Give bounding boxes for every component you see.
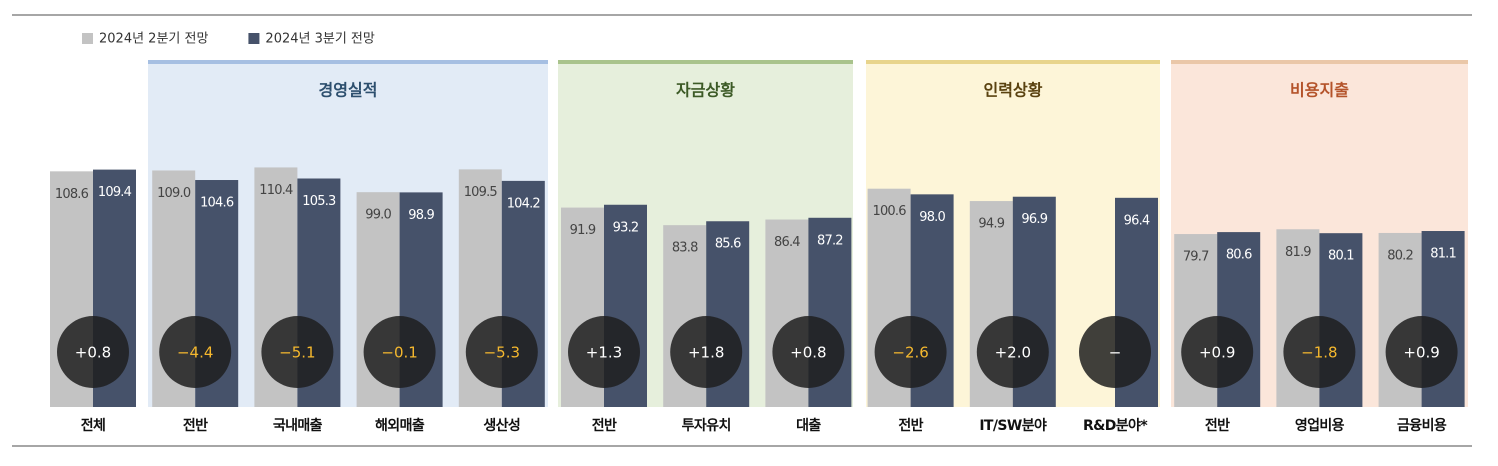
change-badge: [1385, 316, 1458, 388]
legend-swatch: [82, 33, 93, 44]
value-label: 96.9: [1021, 212, 1047, 227]
x-tick-label: 국내매출: [273, 417, 323, 434]
change-label: +0.8: [790, 344, 826, 362]
x-tick-label: 영업비용: [1295, 417, 1345, 434]
x-tick-label: R&D분야*: [1083, 417, 1148, 434]
change-label: +0.9: [1199, 344, 1235, 362]
x-tick-label: 해외매출: [375, 417, 425, 434]
value-label: 98.9: [408, 208, 434, 223]
group-title: 인력상황: [984, 81, 1043, 100]
group-panel-top: [1171, 60, 1468, 64]
x-tick-label: 전체: [81, 417, 106, 434]
change-label: +0.9: [1403, 344, 1439, 362]
legend-label: 2024년 2분기 전망: [99, 32, 208, 47]
change-badge: [1283, 316, 1356, 388]
value-label: 81.1: [1430, 247, 1456, 262]
group-title: 경영실적: [319, 81, 378, 100]
value-label: 80.1: [1328, 249, 1354, 264]
value-label: 79.7: [1183, 250, 1209, 265]
value-label: 93.2: [613, 220, 639, 235]
change-badge: [874, 316, 947, 388]
value-label: 83.8: [672, 241, 698, 256]
change-badge: [57, 316, 129, 388]
x-tick-label: 대출: [796, 417, 821, 434]
x-tick-label: 생산성: [483, 417, 520, 434]
x-tick-label: 투자유치: [682, 418, 731, 434]
change-badge: [568, 316, 640, 388]
change-label: −4.4: [177, 344, 213, 362]
value-label: 109.4: [98, 185, 132, 200]
value-label: 99.0: [365, 208, 391, 223]
value-label: 80.2: [1387, 248, 1413, 263]
change-badge: [363, 316, 436, 388]
legend-swatch: [248, 33, 260, 44]
change-badge: [772, 316, 845, 388]
value-label: 109.0: [157, 186, 191, 201]
change-badge: [261, 316, 334, 388]
value-label: 100.6: [872, 204, 906, 219]
change-label: −1.8: [1301, 344, 1337, 362]
change-label: −: [1109, 344, 1122, 362]
value-label: 86.4: [774, 235, 800, 250]
value-label: 85.6: [715, 237, 741, 252]
change-badge: [1079, 316, 1151, 388]
change-badge: [976, 316, 1049, 388]
x-tick-label: 전반: [183, 417, 208, 434]
change-label: +1.8: [688, 344, 724, 362]
value-label: 98.0: [919, 210, 945, 225]
value-label: 108.6: [55, 187, 89, 202]
value-label: 96.4: [1124, 213, 1150, 228]
x-tick-label: IT/SW분야: [979, 417, 1047, 434]
value-label: 105.3: [302, 194, 336, 209]
group-panel-top: [558, 60, 853, 64]
value-label: 81.9: [1285, 245, 1311, 260]
change-label: −5.1: [279, 344, 315, 362]
value-label: 104.6: [200, 196, 234, 211]
change-label: +0.8: [75, 344, 111, 362]
value-label: 87.2: [817, 233, 843, 248]
x-tick-label: 전반: [592, 417, 617, 434]
value-label: 110.4: [259, 183, 293, 198]
change-label: +1.3: [586, 344, 622, 362]
change-label: −2.6: [892, 344, 928, 362]
value-label: 94.9: [978, 217, 1004, 232]
group-title: 자금상황: [676, 81, 735, 100]
change-label: −5.3: [484, 344, 520, 362]
change-badge: [159, 316, 232, 388]
change-badge: [465, 316, 538, 388]
group-panel-top: [148, 60, 548, 64]
group-title: 비용지출: [1290, 81, 1349, 100]
value-label: 109.5: [464, 185, 498, 200]
change-badge: [1181, 316, 1254, 388]
x-tick-label: 금융비용: [1397, 418, 1447, 434]
group-panel-top: [866, 60, 1160, 64]
x-tick-label: 전반: [1205, 417, 1230, 434]
value-label: 104.2: [507, 196, 540, 211]
x-tick-label: 전반: [898, 417, 923, 434]
value-label: 91.9: [570, 223, 596, 238]
change-badge: [670, 316, 743, 388]
change-label: −0.1: [381, 344, 417, 362]
change-label: +2.0: [995, 344, 1031, 362]
value-label: 80.6: [1226, 248, 1252, 263]
legend-label: 2024년 3분기 전망: [265, 32, 374, 47]
